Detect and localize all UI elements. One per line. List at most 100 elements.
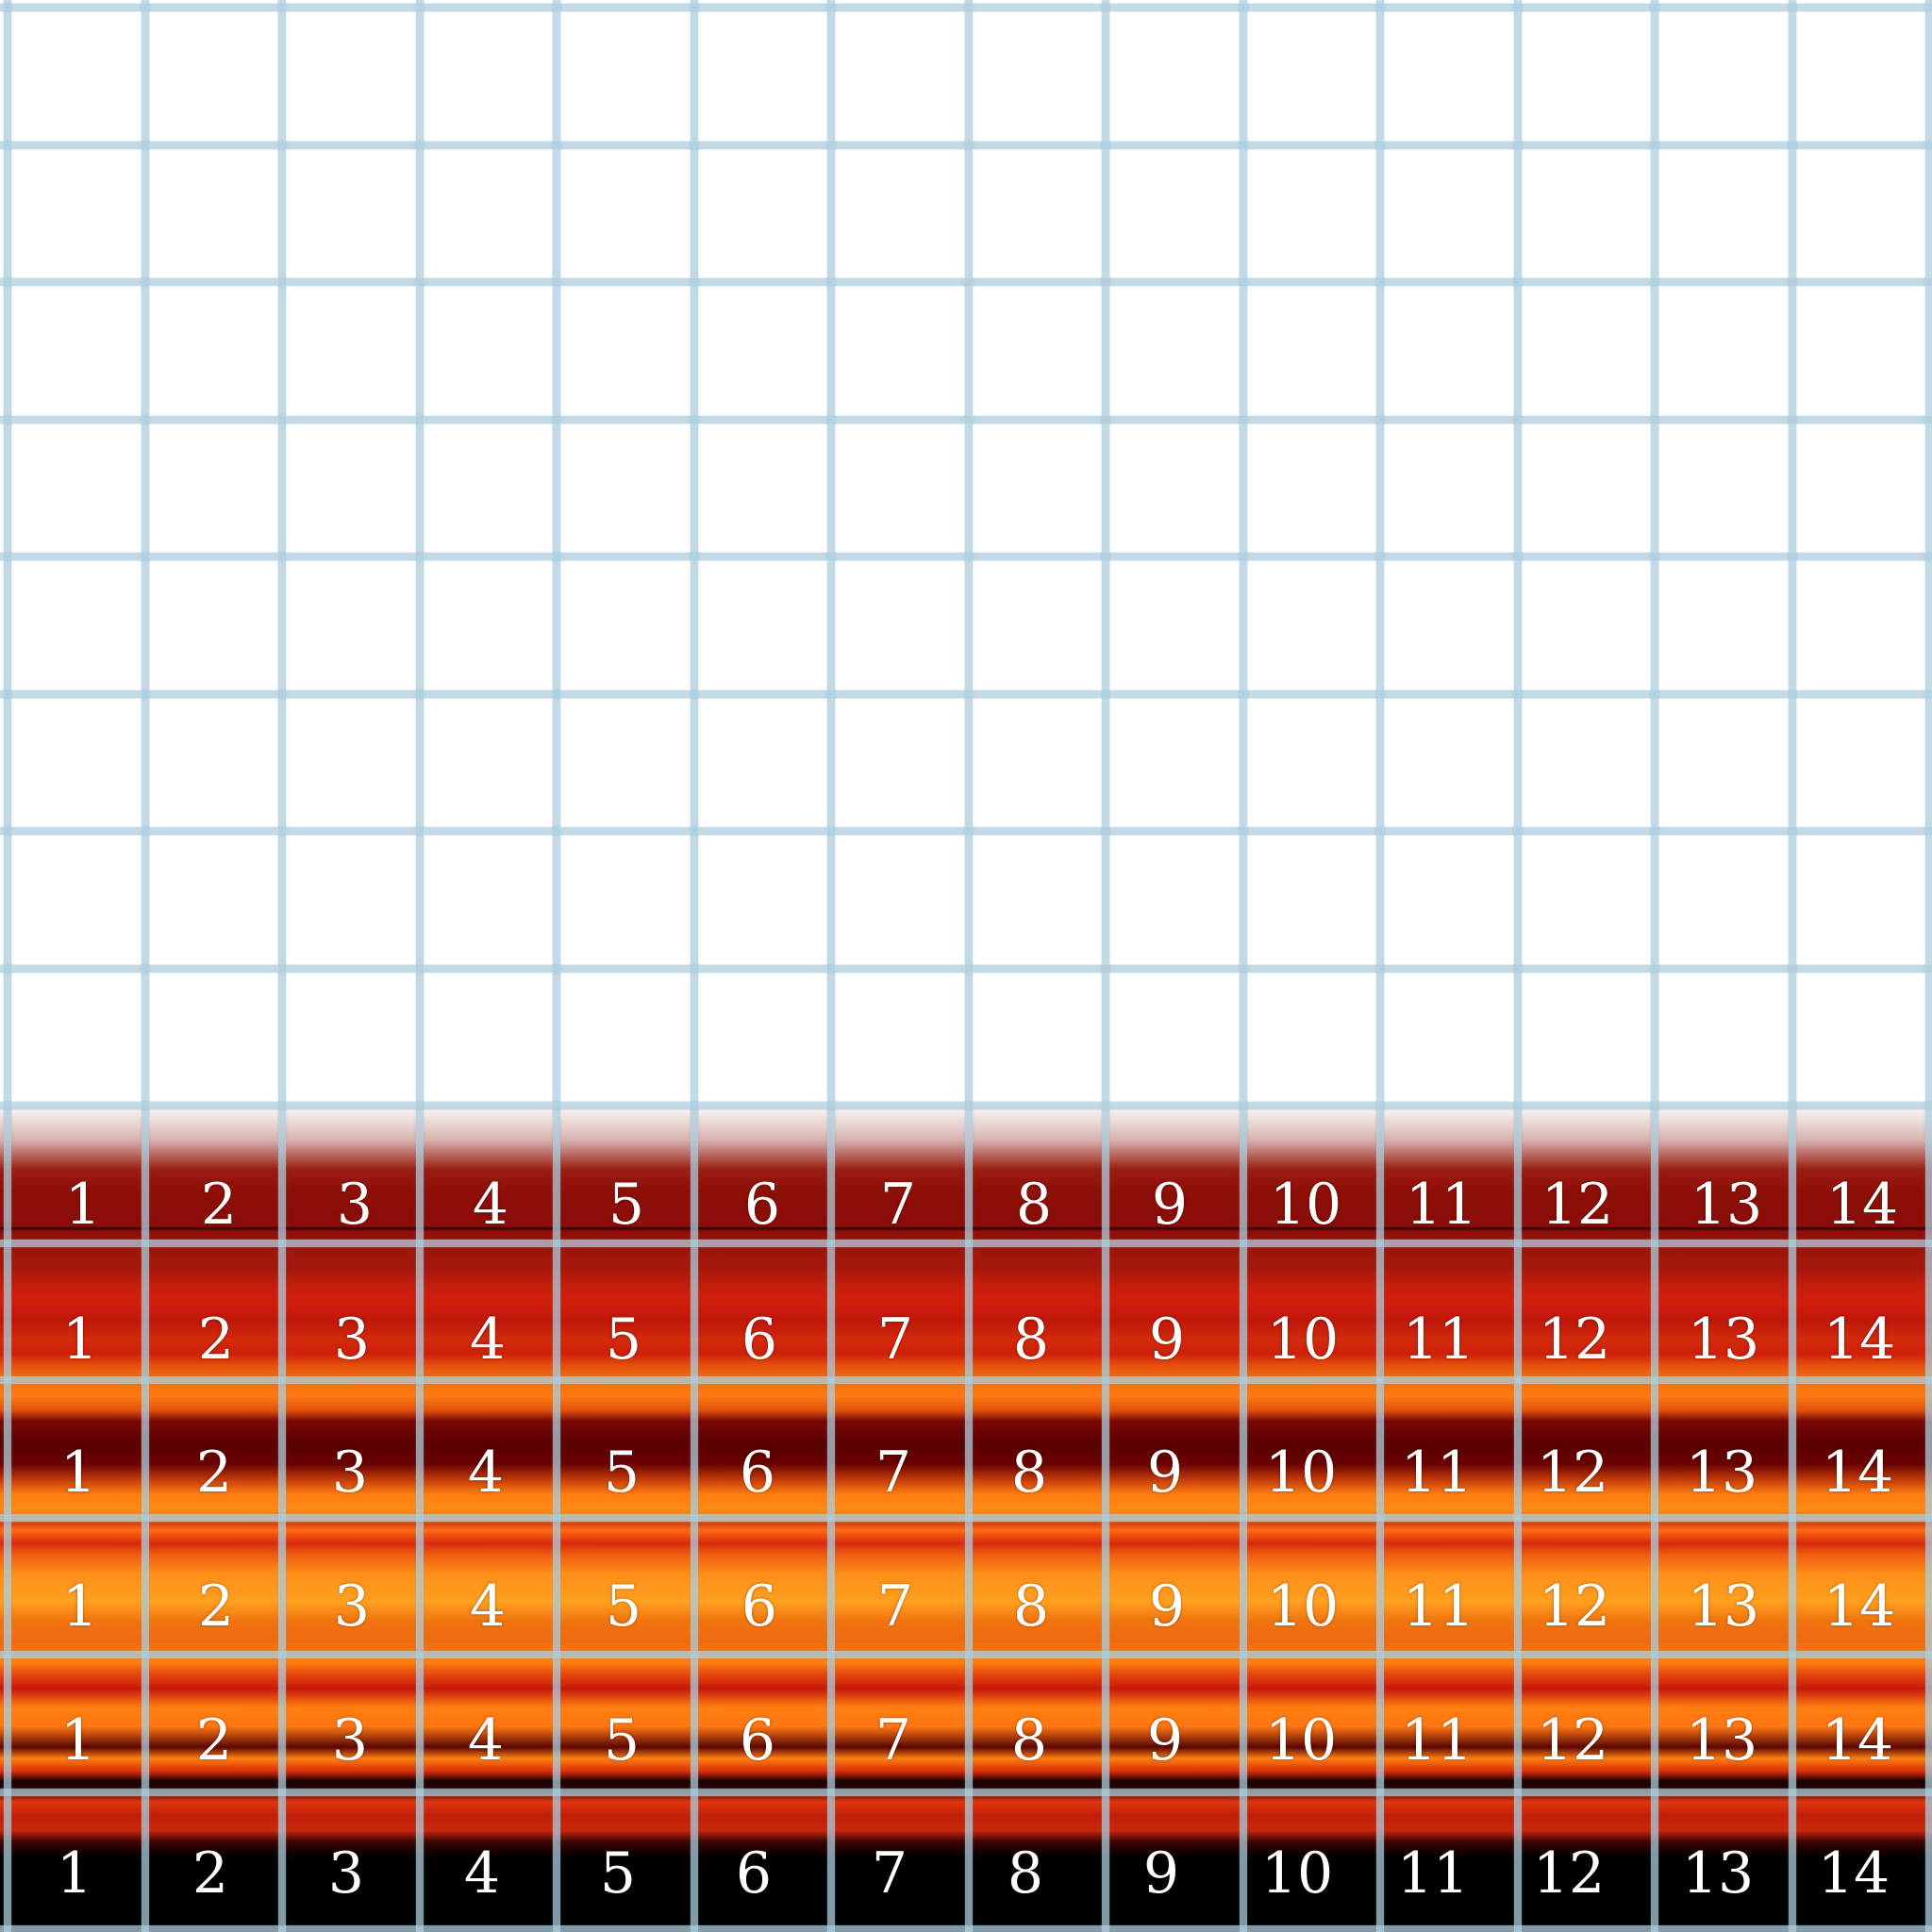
cell-number-label: 10 (1266, 1574, 1340, 1640)
grid-horizontal-line (0, 1514, 1932, 1522)
cell-number-label: 3 (333, 1574, 371, 1640)
cell-number-label: 8 (1007, 1840, 1044, 1907)
cell-number-label: 13 (1687, 1574, 1760, 1640)
cell-number-label: 2 (192, 1840, 229, 1907)
cell-number-label: 4 (463, 1840, 501, 1907)
cell-number-label: 12 (1541, 1172, 1614, 1238)
cell-number-label: 13 (1687, 1307, 1760, 1373)
cell-number-label: 9 (1148, 1574, 1186, 1640)
cell-number-label: 1 (56, 1840, 93, 1907)
grid-horizontal-line (0, 1376, 1932, 1384)
cell-number-label: 11 (1402, 1307, 1475, 1373)
cell-number-label: 2 (200, 1172, 238, 1238)
cell-number-label: 13 (1685, 1440, 1758, 1506)
cell-number-label: 5 (608, 1172, 645, 1238)
cell-number-label: 2 (195, 1440, 233, 1506)
grid-vertical-line (1240, 0, 1247, 1932)
cell-number-label: 2 (195, 1707, 233, 1774)
cell-number-label: 4 (469, 1574, 507, 1640)
cell-number-label: 8 (1010, 1707, 1048, 1774)
cell-number-label: 3 (327, 1840, 365, 1907)
cell-number-label: 7 (879, 1172, 917, 1238)
cell-number-label: 9 (1146, 1707, 1184, 1774)
cell-number-label: 11 (1405, 1172, 1478, 1238)
cell-number-label: 5 (605, 1574, 642, 1640)
cell-number-label: 12 (1536, 1707, 1609, 1774)
cell-number-label: 12 (1532, 1840, 1606, 1907)
cell-number-label: 6 (743, 1172, 781, 1238)
cell-number-label: 4 (472, 1172, 509, 1238)
cell-number-label: 5 (605, 1307, 642, 1373)
cell-number-label: 13 (1690, 1172, 1763, 1238)
cell-number-label: 14 (1823, 1307, 1896, 1373)
cell-number-label: 14 (1823, 1574, 1896, 1640)
cell-number-label: 10 (1264, 1440, 1338, 1506)
cell-number-label: 4 (467, 1440, 505, 1506)
cell-number-label: 9 (1148, 1307, 1186, 1373)
cell-number-label: 8 (1012, 1574, 1050, 1640)
cell-number-label: 11 (1402, 1574, 1475, 1640)
cell-number-label: 11 (1400, 1707, 1474, 1774)
cell-number-label: 7 (876, 1574, 914, 1640)
grid-horizontal-line (0, 1102, 1932, 1109)
cell-number-label: 13 (1681, 1840, 1755, 1907)
cell-number-label: 14 (1817, 1840, 1890, 1907)
cell-number-label: 1 (61, 1307, 99, 1373)
cell-number-label: 9 (1151, 1172, 1189, 1238)
cell-number-label: 12 (1538, 1307, 1611, 1373)
cell-number-label: 2 (197, 1307, 235, 1373)
cell-number-label: 10 (1266, 1307, 1340, 1373)
cell-number-label: 2 (197, 1574, 235, 1640)
cell-number-label: 3 (331, 1707, 369, 1774)
cell-number-label: 1 (59, 1707, 97, 1774)
cell-number-label: 7 (874, 1707, 912, 1774)
cell-number-label: 10 (1269, 1172, 1342, 1238)
cell-number-label: 6 (741, 1307, 778, 1373)
grid-vertical-line (1102, 0, 1109, 1932)
cell-number-label: 14 (1825, 1172, 1899, 1238)
grid-vertical-line (1789, 0, 1796, 1932)
cell-number-label: 12 (1536, 1440, 1609, 1506)
cell-number-label: 1 (59, 1440, 97, 1506)
cell-number-label: 1 (61, 1574, 99, 1640)
cell-number-label: 6 (741, 1574, 778, 1640)
cell-number-label: 8 (1015, 1172, 1053, 1238)
cell-number-label: 8 (1012, 1307, 1050, 1373)
cell-number-label: 8 (1010, 1440, 1048, 1506)
cell-number-label: 10 (1260, 1840, 1334, 1907)
cell-number-label: 10 (1264, 1707, 1338, 1774)
cell-number-label: 6 (739, 1707, 776, 1774)
cell-number-label: 9 (1142, 1840, 1180, 1907)
cell-number-label: 11 (1396, 1840, 1470, 1907)
cell-number-label: 14 (1821, 1707, 1894, 1774)
cell-number-label: 3 (333, 1307, 371, 1373)
grid-vertical-line (1376, 0, 1384, 1932)
cell-number-label: 3 (331, 1440, 369, 1506)
cell-number-label: 5 (599, 1840, 637, 1907)
cell-number-label: 6 (739, 1440, 776, 1506)
grid-horizontal-line (0, 1240, 1932, 1247)
cell-number-label: 7 (876, 1307, 914, 1373)
cell-number-label: 4 (467, 1707, 505, 1774)
cell-number-label: 14 (1821, 1440, 1894, 1506)
grid-vertical-line (1925, 0, 1932, 1932)
grid-horizontal-line (0, 1925, 1932, 1932)
cell-number-label: 3 (336, 1172, 374, 1238)
grid-vertical-line (1651, 0, 1658, 1932)
cell-number-label: 5 (603, 1707, 641, 1774)
cell-number-label: 7 (871, 1840, 908, 1907)
cell-number-label: 7 (874, 1440, 912, 1506)
grid-horizontal-line (0, 965, 1932, 973)
cell-number-label: 1 (64, 1172, 102, 1238)
grid-horizontal-line (0, 1789, 1932, 1796)
cell-number-label: 13 (1685, 1707, 1758, 1774)
grid-horizontal-line (0, 1651, 1932, 1658)
cell-number-label: 9 (1146, 1440, 1184, 1506)
cell-number-label: 6 (735, 1840, 773, 1907)
cell-number-label: 12 (1538, 1574, 1611, 1640)
grid-vertical-line (1514, 0, 1522, 1932)
cell-number-label: 11 (1400, 1440, 1474, 1506)
